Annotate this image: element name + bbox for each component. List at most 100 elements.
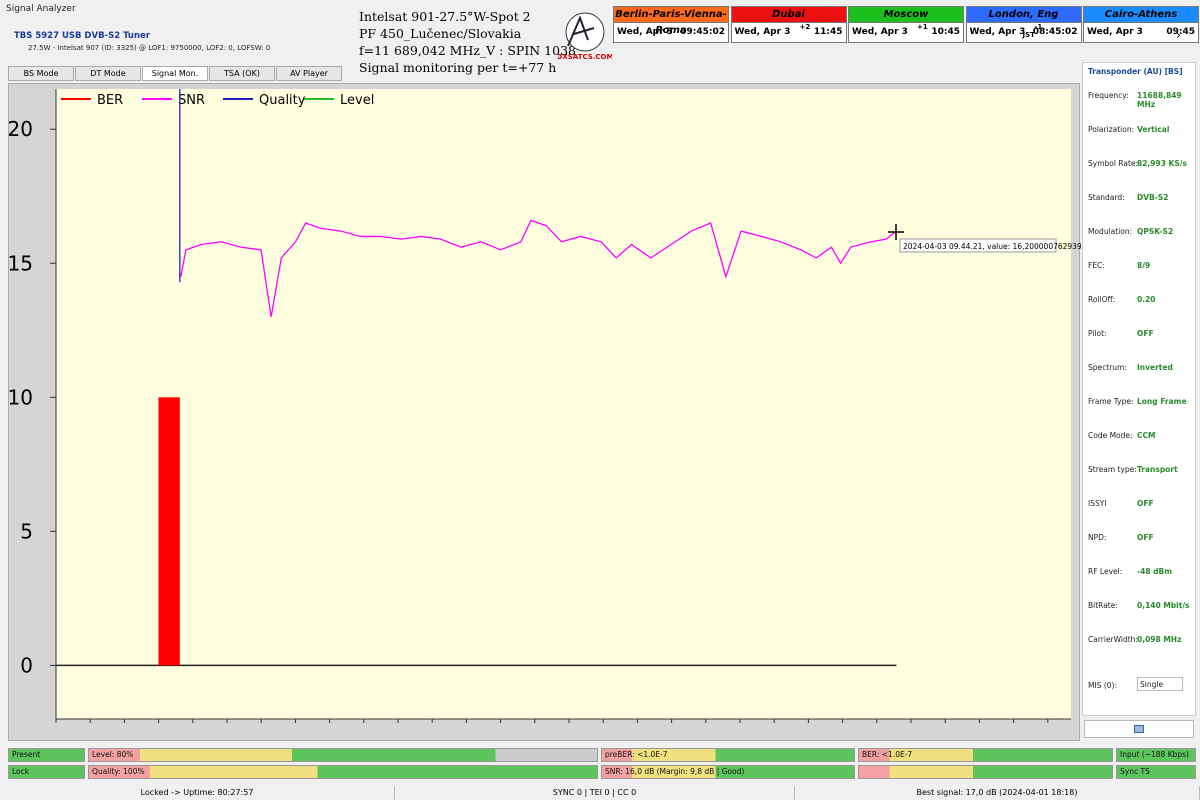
status-bar: Level: 80% (88, 748, 598, 762)
legend-label: Level (340, 93, 374, 108)
field-value: Long Frame (1137, 397, 1187, 406)
info-line: f=11 689,042 MHz_V : SPIN 1038 (359, 43, 576, 58)
mis-label: MIS (0): (1088, 681, 1117, 690)
tab[interactable]: TSA (OK) (209, 66, 275, 81)
info-line: Intelsat 901-27.5°W-Spot 2 (359, 9, 531, 24)
y-tick-label: 5 (20, 519, 33, 543)
tuner-details: 27.5W - Intelsat 907 (ID: 3325) @ LOF1: … (28, 44, 271, 52)
plot-area (56, 89, 1071, 719)
field-label: NPD: (1088, 533, 1107, 542)
field-value: DVB-S2 (1137, 193, 1169, 202)
field-value: QPSK-S2 (1137, 227, 1174, 236)
transponder-panel: Transponder (AU) [BS] Frequency: 11688,849… (1082, 62, 1196, 716)
field-value: OFF (1137, 329, 1154, 338)
field-label: Pilot: (1088, 329, 1107, 338)
field-label: CarrierWidth: (1088, 635, 1138, 644)
field-label: FEC: (1088, 261, 1105, 270)
field-label: RollOff: (1088, 295, 1116, 304)
field-value: -48 dBm (1137, 567, 1173, 576)
clock-time: 10:45 (931, 27, 960, 37)
header: Signal Analyzer TBS 5927 USB DVB-S2 Tune… (0, 0, 612, 75)
cursor (888, 224, 904, 240)
field-label: Standard: (1088, 193, 1125, 202)
clock-time: 11:45 (813, 27, 843, 37)
chart: 0 5 10 15 20 BER SNR Quality Level 2024-04-03 09.… (8, 89, 1087, 723)
clock: Moscow Wed, Apr 3 +1 10:45 (848, 6, 964, 43)
tab[interactable]: Signal Mon. (142, 66, 208, 81)
clock-date: Wed, Apr 3 (852, 27, 908, 37)
field-label: Spectrum: (1088, 363, 1127, 372)
clock-time: 09:45:02 (680, 27, 725, 37)
field-value: 0.20 (1137, 295, 1156, 304)
tab[interactable]: AV Player (276, 66, 342, 81)
clock: Cairo-Athens Wed, Apr 3 09:45 (1083, 6, 1199, 43)
status-bar: BER: <1.0E-7 (858, 748, 1113, 762)
logo-text: DXSATCS.COM (558, 53, 612, 61)
status-bar (858, 765, 1113, 779)
info-line: PF 450_Lučenec/Slovakia (359, 26, 522, 41)
panel-title: Transponder (AU) [BS] (1088, 67, 1183, 76)
clock-city: Dubai (731, 7, 846, 23)
field-value: OFF (1137, 533, 1154, 542)
field-value: 0,098 MHz (1137, 635, 1182, 644)
clock: London, Eng Wed, Apr 3 -1 JST 08:45:02 (965, 6, 1082, 43)
tab[interactable]: DT Mode (75, 66, 141, 81)
footer-text: Locked -> Uptime: 80:27:57 (0, 786, 395, 800)
clock-date: Wed, Apr 3 (1087, 27, 1143, 37)
status-bar: Quality: 100% (88, 765, 598, 779)
legend-label: BER (97, 93, 123, 108)
field-label: Frequency: (1088, 91, 1129, 100)
status-bar: Sync TS (1116, 765, 1196, 779)
info-line: Signal monitoring per t=+77 h (359, 60, 557, 75)
legend-label: SNR (178, 93, 205, 108)
clock-city: Moscow (849, 7, 963, 23)
clock-offset: -1 (1034, 23, 1043, 31)
panel-button-icon (1134, 725, 1144, 733)
logo: DXSATCS.COM (558, 12, 612, 61)
tab[interactable]: BS Mode (8, 66, 74, 81)
chart-panel: 0 5 10 15 20 BER SNR Quality Level 2024-04-03 09.… (8, 83, 1087, 741)
status-bar: preBER: <1.0E-7 (601, 748, 855, 762)
y-tick-label: 10 (9, 385, 33, 409)
field-value: 0,140 Mbit/s (1137, 601, 1190, 610)
field-label: ISSYI (1088, 499, 1107, 508)
status-bar: Present (8, 748, 85, 762)
clock-date: Wed, Apr 3 (617, 27, 673, 37)
y-tick-label: 20 (9, 117, 33, 141)
clock-date: Wed, Apr 3 (734, 27, 791, 37)
tuner-name: TBS 5927 USB DVB-S2 Tuner (14, 31, 150, 41)
logo-drawing (567, 15, 595, 47)
field-value: Transport (1137, 465, 1178, 474)
clock-date: Wed, Apr 3 (969, 27, 1026, 37)
mis-select[interactable]: Single (1137, 677, 1183, 691)
field-label: Stream type: (1088, 465, 1137, 474)
legend-label: Quality (259, 93, 306, 108)
clock-city: London, Eng (966, 7, 1081, 23)
status-bar: Input (~188 Kbps) (1116, 748, 1196, 762)
field-label: Frame Type: (1088, 397, 1134, 406)
series-line (180, 219, 897, 317)
field-label: Polarization: (1088, 125, 1135, 134)
y-tick-label: 0 (20, 653, 33, 677)
clock-city: Berlin-Paris-Vienna-Roma (614, 7, 728, 36)
clock-time: 08:45:02 (1032, 27, 1078, 37)
field-label: BitRate: (1088, 601, 1118, 610)
field-label: Code Mode: (1088, 431, 1133, 440)
tooltip-box (899, 238, 1057, 253)
field-label: RF Level: (1088, 567, 1123, 576)
status-bar: Lock (8, 765, 85, 779)
scroll-arrow[interactable]: › (1176, 28, 1181, 42)
clock-offset: +1 (917, 23, 928, 31)
info-lines: Intelsat 901-27.5°W-Spot 2 PF 450_Lučene… (359, 8, 576, 76)
field-value: 82,993 KS/s (1137, 159, 1187, 168)
field-value: CCM (1137, 431, 1156, 440)
clock-zone: JST (1022, 31, 1035, 39)
tooltip: 2024-04-03 09.44.21, value: 16,200000762… (903, 242, 1081, 251)
y-tick-label: 15 (9, 251, 33, 275)
clock: Berlin-Paris-Vienna-Roma Wed, Apr 3 09:45:… (613, 6, 729, 43)
footer-text: SYNC 0 | TEI 0 | CC 0 (395, 786, 795, 800)
panel-button[interactable] (1084, 720, 1194, 738)
clock-city: Cairo-Athens (1084, 7, 1198, 23)
field-value: Vertical (1137, 125, 1170, 134)
